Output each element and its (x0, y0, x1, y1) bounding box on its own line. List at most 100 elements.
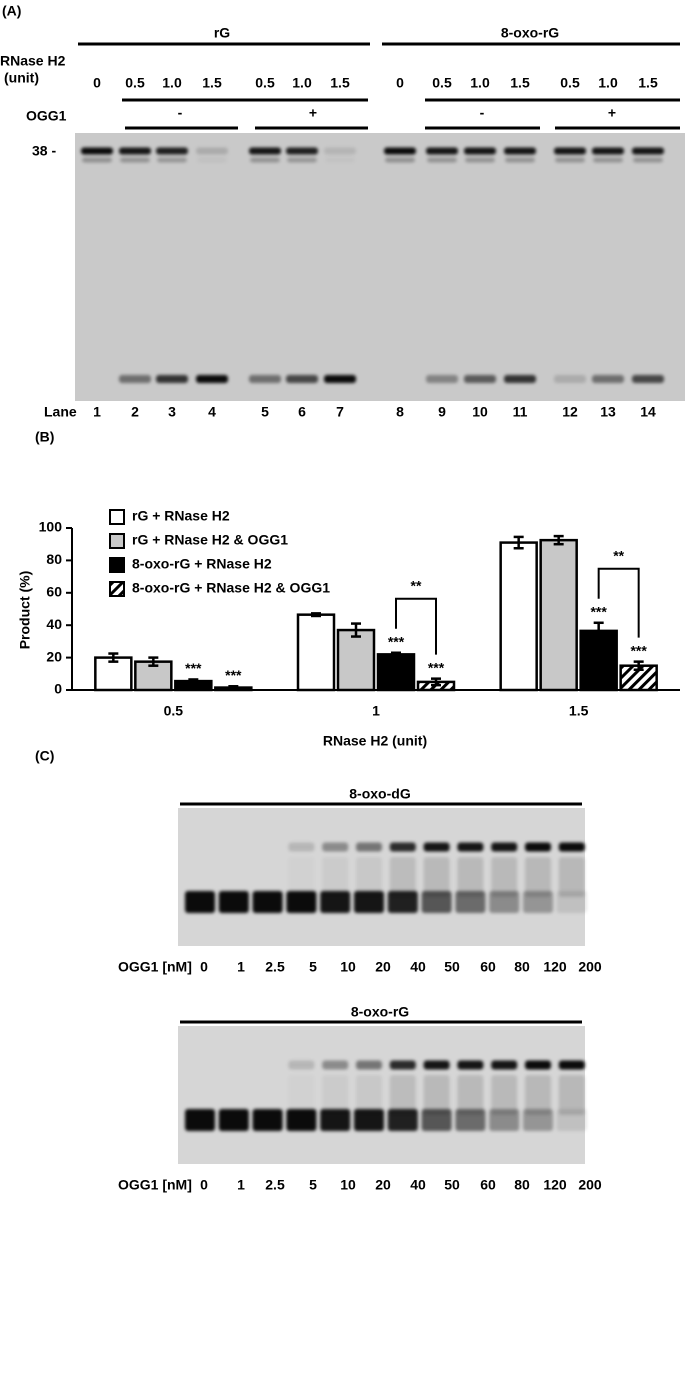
y-tick-label: 40 (46, 616, 62, 632)
rnase-unit: 0 (93, 75, 101, 91)
y-tick-label: 0 (54, 681, 62, 697)
lane-number: 3 (168, 404, 176, 420)
rnase-unit: 1.0 (292, 75, 312, 91)
concentration-label: 5 (309, 959, 317, 975)
lane-number: 13 (600, 404, 616, 420)
concentration-label: 120 (543, 959, 567, 975)
gel-band (157, 157, 187, 163)
gel-band (322, 842, 349, 852)
gel-band (252, 891, 283, 913)
gel-band (356, 842, 382, 852)
gel-band (322, 857, 349, 897)
gel-band (426, 147, 458, 155)
gel-band (119, 375, 151, 383)
rnase-unit: 0.5 (255, 75, 275, 91)
concentration-label: 50 (444, 1177, 460, 1193)
error-bar (431, 677, 441, 687)
gel-band (286, 891, 317, 913)
legend-label: 8-oxo-rG + RNase H2 (132, 556, 272, 572)
lane-number: 11 (513, 404, 528, 420)
gel-band (593, 157, 623, 163)
y-tick-label: 100 (39, 519, 63, 535)
gel-band (457, 842, 484, 852)
gel-band (156, 375, 188, 383)
gel-band (389, 1075, 416, 1115)
gel-band (81, 147, 113, 155)
gel-band (324, 147, 356, 155)
lane-number: 5 (261, 404, 269, 420)
group-label: rG (214, 25, 230, 41)
error-bar (188, 678, 199, 684)
ogg1-state: + (309, 105, 317, 121)
gel-band (287, 157, 317, 163)
gel-band (457, 1060, 484, 1070)
x-tick-label: 1 (372, 703, 380, 719)
panel-label: (A) (2, 3, 21, 19)
y-tick-label: 20 (46, 648, 62, 664)
concentration-label: 0 (200, 1177, 208, 1193)
gel-band (389, 1060, 416, 1070)
gel-band (558, 857, 585, 897)
bar (296, 613, 336, 692)
bar (336, 628, 376, 692)
gel-band (185, 891, 215, 913)
gel-band (558, 842, 585, 852)
gel-band (504, 147, 536, 155)
gel-band (554, 375, 586, 383)
gel-title: 8-oxo-rG (351, 1004, 409, 1020)
concentration-label: 5 (309, 1177, 317, 1193)
concentration-label: 40 (410, 1177, 426, 1193)
concentration-label: 60 (480, 1177, 496, 1193)
gel-band (423, 857, 450, 897)
concentration-label: 10 (340, 959, 356, 975)
gel-band (288, 1075, 314, 1115)
ogg1-state: - (480, 105, 485, 121)
gel-band (322, 1060, 349, 1070)
gel-band (356, 857, 382, 897)
gel-band (385, 157, 415, 163)
rnase-unit: 1.5 (330, 75, 350, 91)
gel-band (491, 857, 518, 897)
gel-band (218, 891, 249, 913)
lane-number: 6 (298, 404, 306, 420)
concentration-label: 10 (340, 1177, 356, 1193)
gel-band (554, 147, 586, 155)
concentration-label: 20 (375, 1177, 391, 1193)
bar (539, 538, 578, 692)
lane-number: 14 (640, 404, 656, 420)
gel-band (356, 1075, 382, 1115)
gel-band (324, 375, 356, 383)
concentration-label: 80 (514, 959, 530, 975)
panel-label: (B) (35, 429, 54, 445)
bracket-label: ** (411, 577, 422, 593)
gel-band (286, 1109, 317, 1131)
ogg1-state: - (178, 105, 183, 121)
gel-band (156, 147, 188, 155)
significance-label: *** (630, 642, 647, 658)
concentration-label: 0 (200, 959, 208, 975)
gel-band (427, 157, 457, 163)
gel-band (288, 1060, 315, 1070)
gel-band (632, 375, 664, 383)
significance-label: *** (428, 659, 445, 675)
rnase-unit: 1.5 (510, 75, 530, 91)
panel-label: (C) (35, 748, 54, 764)
gel-band (82, 157, 112, 163)
gel-band (525, 1060, 551, 1070)
gel-band (465, 157, 495, 163)
lane-number: 1 (93, 404, 101, 420)
gel-band (592, 147, 624, 155)
gel-band (505, 157, 535, 163)
rnase-unit: 0 (396, 75, 404, 91)
gel-band (196, 375, 228, 383)
legend-swatch (109, 509, 125, 525)
concentration-label: 80 (514, 1177, 530, 1193)
rnase-unit: 1.0 (598, 75, 618, 91)
y-tick-label: 80 (46, 551, 62, 567)
rnase-unit: 1.0 (470, 75, 490, 91)
lane-number: 12 (562, 404, 578, 420)
y-tick-label: 60 (46, 584, 62, 600)
gel-image (75, 133, 685, 401)
lane-number: 10 (472, 404, 488, 420)
